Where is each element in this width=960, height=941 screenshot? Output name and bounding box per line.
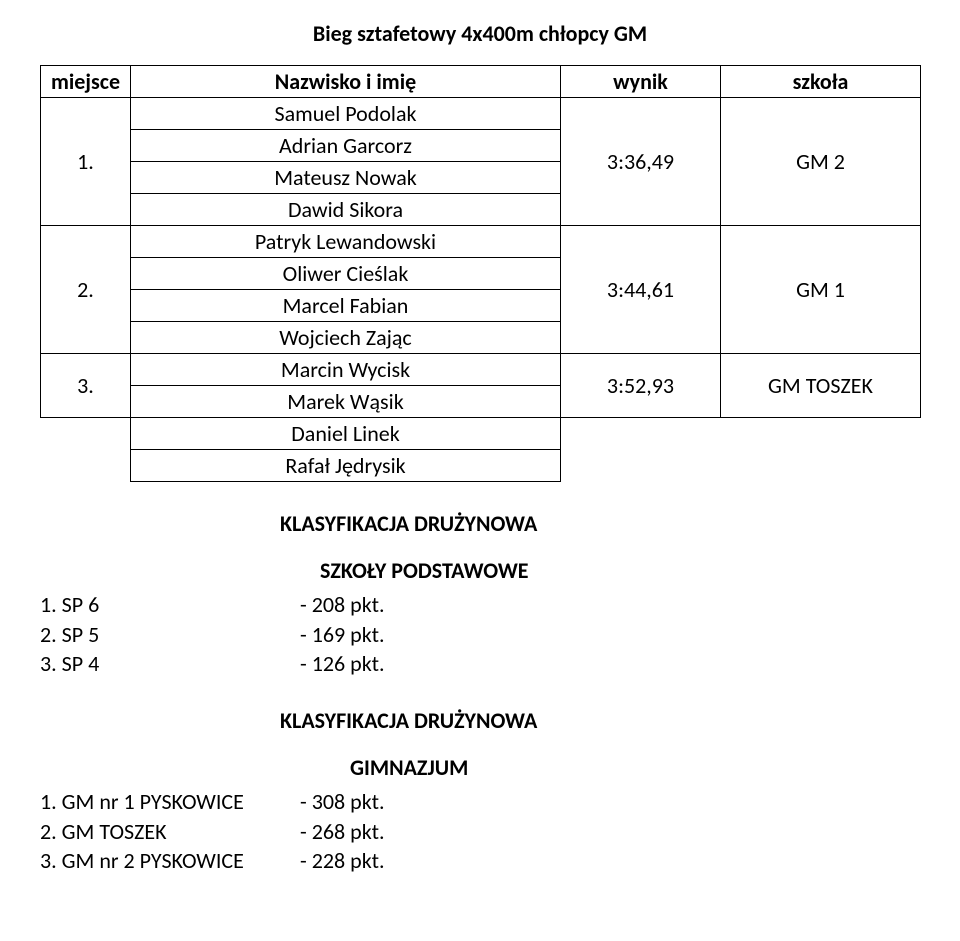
rank-row: 1. GM nr 1 PYSKOWICE - 308 pkt. bbox=[40, 787, 920, 817]
name-cell: Marcel Fabian bbox=[131, 290, 561, 322]
rank-value: - 308 pkt. bbox=[300, 787, 500, 817]
empty-cell bbox=[721, 450, 921, 482]
school-cell: GM TOSZEK bbox=[721, 354, 921, 418]
rank-value: - 126 pkt. bbox=[300, 649, 500, 679]
name-cell: Rafał Jędrysik bbox=[131, 450, 561, 482]
table-row: Daniel Linek bbox=[41, 418, 921, 450]
rank-value: - 228 pkt. bbox=[300, 846, 500, 876]
rank-label: 1. SP 6 bbox=[40, 590, 300, 620]
col-header-school: szkoła bbox=[721, 66, 921, 98]
table-header-row: miejsce Nazwisko i imię wynik szkoła bbox=[41, 66, 921, 98]
empty-cell bbox=[561, 450, 721, 482]
classification-subheading-1: SZKOŁY PODSTAWOWE bbox=[40, 557, 920, 584]
rank-value: - 208 pkt. bbox=[300, 590, 500, 620]
rank-label: 2. SP 5 bbox=[40, 620, 300, 650]
rank-label: 3. GM nr 2 PYSKOWICE bbox=[40, 846, 300, 876]
place-cell: 2. bbox=[41, 226, 131, 354]
rank-row: 3. GM nr 2 PYSKOWICE - 228 pkt. bbox=[40, 846, 920, 876]
page-title: Bieg sztafetowy 4x400m chłopcy GM bbox=[40, 20, 920, 47]
name-cell: Marcin Wycisk bbox=[131, 354, 561, 386]
page: Bieg sztafetowy 4x400m chłopcy GM miejsc… bbox=[0, 0, 960, 916]
col-header-name: Nazwisko i imię bbox=[131, 66, 561, 98]
name-cell: Mateusz Nowak bbox=[131, 162, 561, 194]
place-cell: 3. bbox=[41, 354, 131, 418]
col-header-place: miejsce bbox=[41, 66, 131, 98]
school-cell: GM 2 bbox=[721, 98, 921, 226]
table-row: 3. Marcin Wycisk 3:52,93 GM TOSZEK bbox=[41, 354, 921, 386]
rank-row: 1. SP 6 - 208 pkt. bbox=[40, 590, 920, 620]
result-cell: 3:52,93 bbox=[561, 354, 721, 418]
empty-cell bbox=[721, 418, 921, 450]
classification-heading-1: KLASYFIKACJA DRUŻYNOWA bbox=[40, 510, 920, 537]
rank-label: 3. SP 4 bbox=[40, 649, 300, 679]
rank-label: 2. GM TOSZEK bbox=[40, 817, 300, 847]
result-cell: 3:44,61 bbox=[561, 226, 721, 354]
rank-row: 2. GM TOSZEK - 268 pkt. bbox=[40, 817, 920, 847]
name-cell: Patryk Lewandowski bbox=[131, 226, 561, 258]
name-cell: Dawid Sikora bbox=[131, 194, 561, 226]
empty-cell bbox=[41, 418, 131, 450]
name-cell: Adrian Garcorz bbox=[131, 130, 561, 162]
rank-row: 3. SP 4 - 126 pkt. bbox=[40, 649, 920, 679]
name-cell: Daniel Linek bbox=[131, 418, 561, 450]
table-row: 1. Samuel Podolak 3:36,49 GM 2 bbox=[41, 98, 921, 130]
classification-subheading-2: GIMNAZJUM bbox=[40, 754, 920, 781]
relay-table-body: 1. Samuel Podolak 3:36,49 GM 2 Adrian Ga… bbox=[41, 98, 921, 482]
classification-heading-2: KLASYFIKACJA DRUŻYNOWA bbox=[40, 707, 920, 734]
rank-value: - 268 pkt. bbox=[300, 817, 500, 847]
result-cell: 3:36,49 bbox=[561, 98, 721, 226]
classification-list-1: 1. SP 6 - 208 pkt. 2. SP 5 - 169 pkt. 3.… bbox=[40, 590, 920, 679]
table-row: 2. Patryk Lewandowski 3:44,61 GM 1 bbox=[41, 226, 921, 258]
name-cell: Oliwer Cieślak bbox=[131, 258, 561, 290]
school-cell: GM 1 bbox=[721, 226, 921, 354]
empty-cell bbox=[41, 450, 131, 482]
name-cell: Marek Wąsik bbox=[131, 386, 561, 418]
col-header-result: wynik bbox=[561, 66, 721, 98]
rank-label: 1. GM nr 1 PYSKOWICE bbox=[40, 787, 300, 817]
name-cell: Wojciech Zając bbox=[131, 322, 561, 354]
classification-list-2: 1. GM nr 1 PYSKOWICE - 308 pkt. 2. GM TO… bbox=[40, 787, 920, 876]
name-cell: Samuel Podolak bbox=[131, 98, 561, 130]
empty-cell bbox=[561, 418, 721, 450]
rank-row: 2. SP 5 - 169 pkt. bbox=[40, 620, 920, 650]
relay-table: miejsce Nazwisko i imię wynik szkoła 1. … bbox=[40, 65, 921, 482]
rank-value: - 169 pkt. bbox=[300, 620, 500, 650]
table-row: Rafał Jędrysik bbox=[41, 450, 921, 482]
place-cell: 1. bbox=[41, 98, 131, 226]
